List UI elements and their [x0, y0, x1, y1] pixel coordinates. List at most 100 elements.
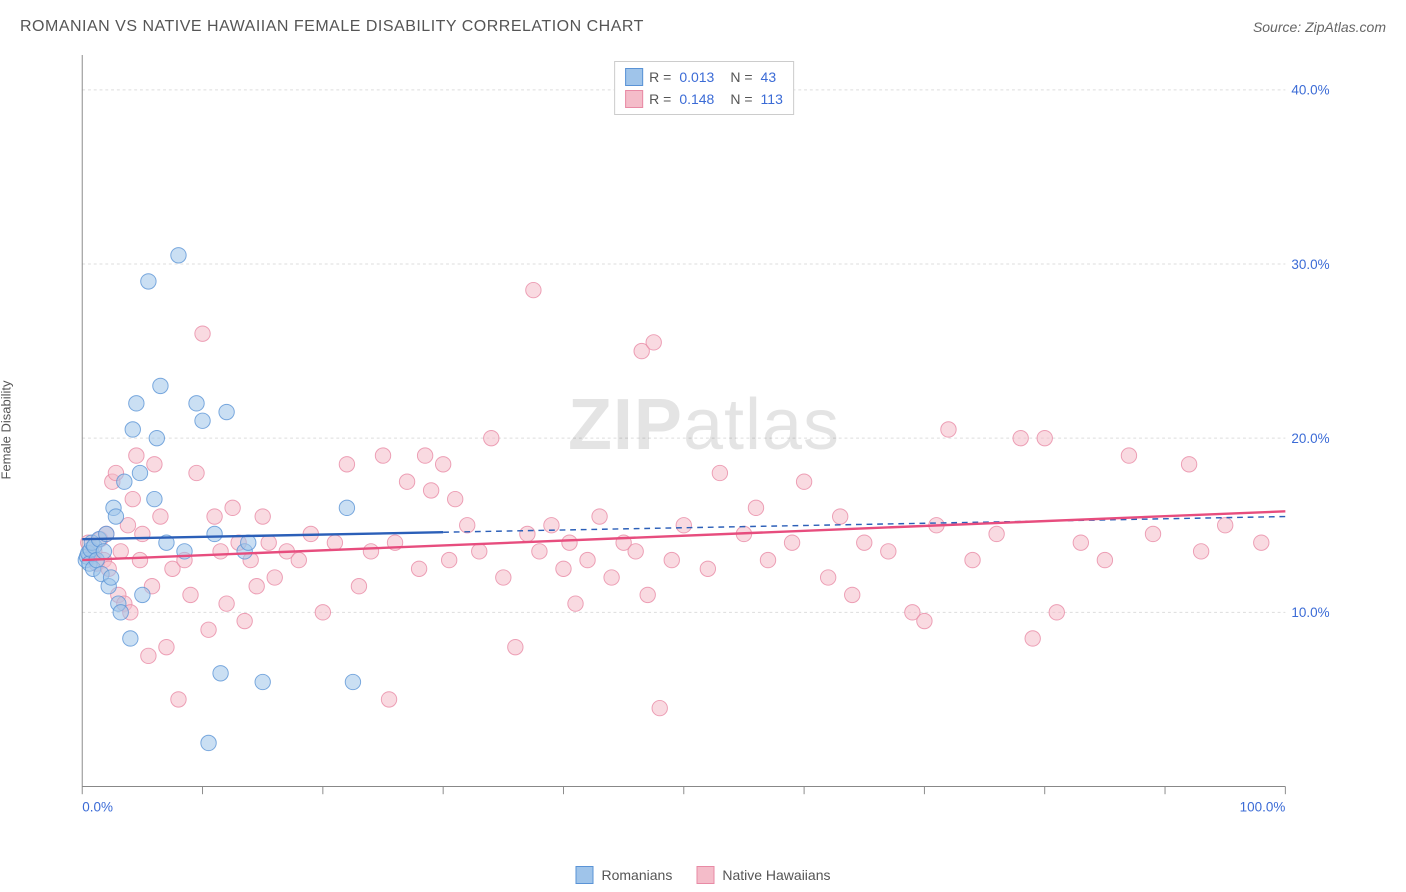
- data-point: [592, 509, 607, 524]
- legend-item: Romanians: [576, 866, 673, 884]
- data-point: [441, 552, 456, 567]
- data-point: [435, 457, 450, 472]
- data-point: [646, 335, 661, 350]
- legend-r-value: 0.148: [679, 91, 714, 107]
- data-point: [213, 666, 228, 681]
- legend-n-label: N =: [730, 91, 752, 107]
- data-point: [345, 674, 360, 689]
- data-point: [132, 465, 147, 480]
- data-point: [129, 396, 144, 411]
- data-point: [1145, 526, 1160, 541]
- data-point: [207, 526, 222, 541]
- data-point: [315, 605, 330, 620]
- data-point: [339, 500, 354, 515]
- legend-n-label: N =: [730, 69, 752, 85]
- data-point: [189, 465, 204, 480]
- data-point: [189, 396, 204, 411]
- legend-row: R = 0.148 N = 113: [625, 88, 783, 110]
- data-point: [135, 526, 150, 541]
- data-point: [213, 544, 228, 559]
- data-point: [760, 552, 775, 567]
- data-point: [748, 500, 763, 515]
- legend-label: Native Hawaiians: [722, 867, 830, 883]
- legend-swatch: [576, 866, 594, 884]
- y-tick-label: 40.0%: [1291, 83, 1329, 98]
- data-point: [857, 535, 872, 550]
- legend-r-value: 0.013: [679, 69, 714, 85]
- legend-swatch: [625, 68, 643, 86]
- legend-swatch: [696, 866, 714, 884]
- data-point: [460, 518, 475, 533]
- data-point: [261, 535, 276, 550]
- legend-r-label: R =: [649, 69, 671, 85]
- data-point: [183, 587, 198, 602]
- correlation-legend: R =0.013N =43R =0.148N =113: [614, 61, 794, 115]
- legend-r-label: R =: [649, 91, 671, 107]
- data-point: [965, 552, 980, 567]
- data-point: [149, 430, 164, 445]
- data-point: [225, 500, 240, 515]
- legend-row: R =0.013N =43: [625, 66, 783, 88]
- data-point: [1193, 544, 1208, 559]
- data-point: [255, 509, 270, 524]
- data-point: [291, 552, 306, 567]
- data-point: [604, 570, 619, 585]
- data-point: [113, 544, 128, 559]
- data-point: [201, 735, 216, 750]
- data-point: [108, 509, 123, 524]
- data-point: [1121, 448, 1136, 463]
- data-point: [153, 378, 168, 393]
- data-point: [201, 622, 216, 637]
- data-point: [640, 587, 655, 602]
- data-point: [159, 639, 174, 654]
- legend-label: Romanians: [602, 867, 673, 883]
- data-point: [700, 561, 715, 576]
- data-point: [411, 561, 426, 576]
- data-point: [532, 544, 547, 559]
- data-point: [103, 570, 118, 585]
- data-point: [1025, 631, 1040, 646]
- data-point: [568, 596, 583, 611]
- source-attribution: Source: ZipAtlas.com: [1253, 19, 1386, 35]
- series-legend: Romanians Native Hawaiians: [576, 866, 831, 884]
- data-point: [628, 544, 643, 559]
- data-point: [219, 404, 234, 419]
- data-point: [96, 544, 111, 559]
- data-point: [125, 422, 140, 437]
- data-point: [796, 474, 811, 489]
- data-point: [562, 535, 577, 550]
- scatter-plot: 10.0%20.0%30.0%40.0%0.0%100.0%: [48, 55, 1360, 825]
- data-point: [363, 544, 378, 559]
- data-point: [249, 579, 264, 594]
- data-point: [129, 448, 144, 463]
- data-point: [1097, 552, 1112, 567]
- data-point: [1254, 535, 1269, 550]
- data-point: [195, 413, 210, 428]
- data-point: [520, 526, 535, 541]
- data-point: [141, 274, 156, 289]
- data-point: [484, 430, 499, 445]
- data-point: [526, 282, 541, 297]
- data-point: [171, 692, 186, 707]
- data-point: [1181, 457, 1196, 472]
- data-point: [447, 491, 462, 506]
- data-point: [652, 700, 667, 715]
- data-point: [141, 648, 156, 663]
- data-point: [351, 579, 366, 594]
- data-point: [784, 535, 799, 550]
- data-point: [712, 465, 727, 480]
- legend-n-value: 113: [761, 91, 783, 107]
- data-point: [195, 326, 210, 341]
- data-point: [207, 509, 222, 524]
- data-point: [237, 613, 252, 628]
- data-point: [676, 518, 691, 533]
- data-point: [123, 631, 138, 646]
- data-point: [1217, 518, 1232, 533]
- data-point: [147, 457, 162, 472]
- data-point: [508, 639, 523, 654]
- data-point: [556, 561, 571, 576]
- data-point: [171, 248, 186, 263]
- data-point: [375, 448, 390, 463]
- data-point: [113, 605, 128, 620]
- data-point: [845, 587, 860, 602]
